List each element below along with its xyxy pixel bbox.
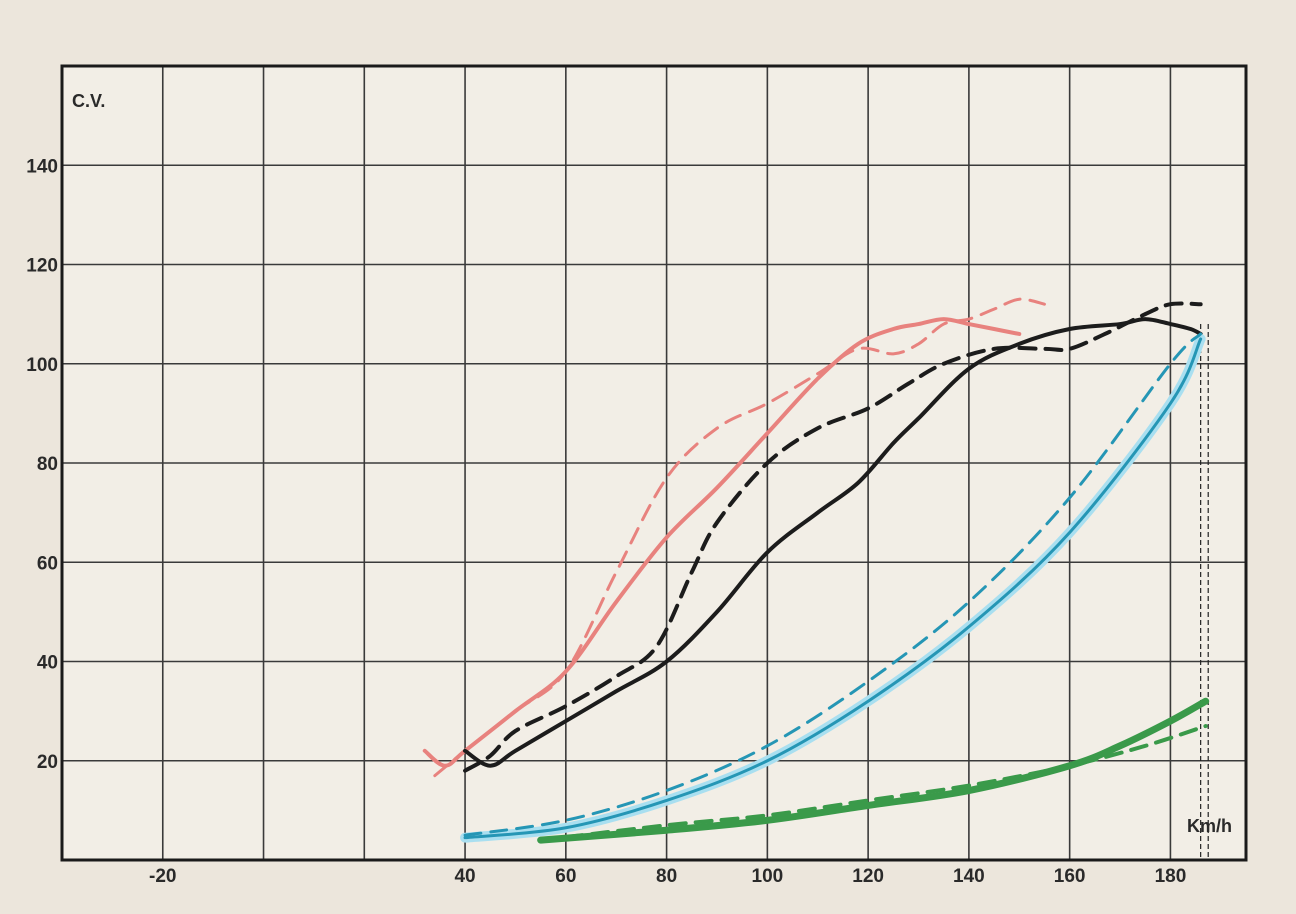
- data-series: [422, 297, 1210, 844]
- x-tick-label: 140: [953, 866, 985, 887]
- series-line-2: [433, 297, 1046, 778]
- y-tick-label: 60: [37, 553, 58, 574]
- x-tick-label: 120: [852, 866, 884, 887]
- series-line-9: [538, 724, 1208, 843]
- x-axis-unit-label: Km/h: [1187, 816, 1232, 836]
- plot-frame: [60, 64, 1248, 862]
- tick-labels: -20 40 60 80 100 120 140 160 180 20 40 60 80 100 120 14…: [26, 156, 1186, 887]
- series-line-4: [463, 301, 1203, 773]
- y-tick-label: 40: [37, 653, 58, 674]
- series-line-6: [463, 337, 1203, 840]
- y-tick-label: 140: [26, 156, 58, 177]
- x-tick-label: 60: [555, 866, 576, 887]
- grid: [62, 66, 1246, 860]
- x-tick-label: 100: [752, 866, 784, 887]
- y-tick-label: 80: [37, 454, 58, 475]
- x-tick-label: 160: [1054, 866, 1086, 887]
- x-tick-label: 180: [1155, 866, 1187, 887]
- y-axis-label: C.V.: [72, 91, 105, 111]
- y-tick-label: 120: [26, 256, 58, 277]
- y-tick-label: 100: [26, 355, 58, 376]
- series-line-8: [537, 697, 1210, 844]
- vertical-markers: [1200, 324, 1209, 860]
- x-tick-label: -20: [149, 866, 176, 887]
- series-line-3: [463, 317, 1203, 768]
- series-line-7: [463, 332, 1203, 837]
- y-tick-label: 20: [37, 752, 58, 773]
- x-tick-label: 40: [454, 866, 475, 887]
- x-tick-label: 80: [656, 866, 677, 887]
